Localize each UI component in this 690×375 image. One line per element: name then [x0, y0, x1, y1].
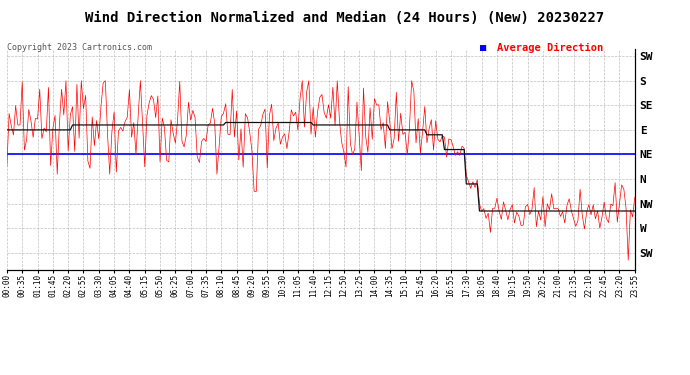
Text: Copyright 2023 Cartronics.com: Copyright 2023 Cartronics.com: [7, 43, 152, 52]
Text: ■: ■: [480, 43, 486, 53]
Text: Wind Direction Normalized and Median (24 Hours) (New) 20230227: Wind Direction Normalized and Median (24…: [86, 11, 604, 25]
Text: Average Direction: Average Direction: [497, 43, 603, 53]
